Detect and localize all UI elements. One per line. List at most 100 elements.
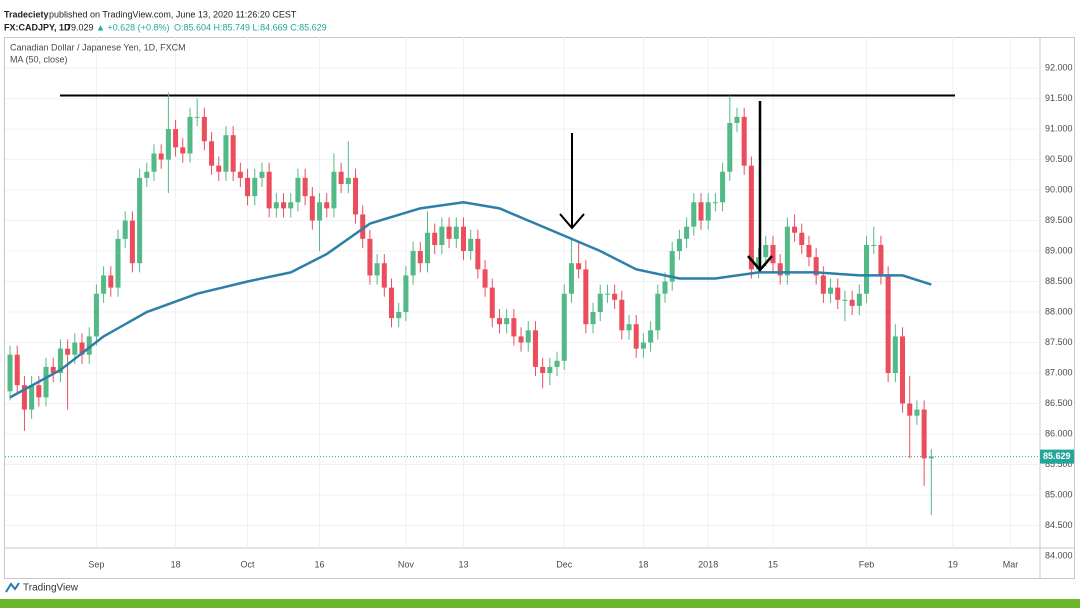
last-price-label: 85.629: [1043, 451, 1071, 461]
candle-body: [489, 287, 495, 319]
arrow: [559, 133, 585, 230]
y-tick-label: 88.000: [1045, 306, 1073, 316]
candle-body: [223, 135, 229, 172]
candle-body: [842, 299, 848, 301]
moving-average: [9, 200, 932, 399]
candle-body: [338, 171, 344, 184]
candle-body: [504, 318, 510, 325]
volume: 79.029: [66, 22, 94, 32]
candle-body: [806, 244, 812, 258]
candle-body: [576, 263, 582, 270]
candle-body: [266, 171, 272, 209]
author: Tradeciety: [4, 9, 49, 19]
symbol: FX:CADJPY, 1D: [4, 22, 71, 32]
candle-body: [468, 238, 474, 252]
candle-body: [820, 275, 826, 294]
candle-body: [360, 214, 366, 239]
chart-frame: [4, 37, 1075, 579]
y-tick-label: 91.000: [1045, 123, 1073, 133]
candle-body: [698, 202, 704, 221]
x-tick-label: 19: [948, 559, 958, 569]
candle-body: [705, 202, 711, 221]
candle-body: [79, 342, 85, 355]
candle-body: [14, 354, 20, 386]
y-tick-label: 86.000: [1045, 428, 1073, 438]
published: published on TradingView.com, June 13, 2…: [49, 9, 297, 19]
x-tick-label: Sep: [88, 559, 104, 569]
candle-body: [352, 177, 359, 215]
candle-body: [712, 202, 718, 204]
y-tick-label: 84.000: [1045, 550, 1073, 560]
x-tick-label: 18: [638, 559, 648, 569]
candle-body: [648, 330, 654, 343]
candle-body: [885, 275, 891, 373]
candle-body: [741, 116, 747, 166]
candle-body: [216, 165, 222, 172]
x-tick-label: Oct: [241, 559, 256, 569]
candle-body: [288, 202, 294, 209]
brand: TradingView: [23, 583, 79, 594]
y-tick-label: 92.000: [1045, 62, 1073, 72]
candle-body: [756, 257, 762, 270]
candle-body: [878, 244, 884, 276]
candle-body: [590, 312, 596, 325]
x-tick-label: 15: [768, 559, 778, 569]
candle-body: [367, 238, 373, 276]
candle-body: [115, 238, 121, 288]
y-tick-label: 84.500: [1045, 520, 1073, 530]
candle-body: [180, 147, 186, 154]
candle-body: [547, 366, 553, 373]
candle-body: [748, 165, 754, 270]
candle-body: [281, 202, 287, 209]
candle-body: [662, 281, 668, 294]
candle-body: [763, 244, 769, 258]
candle-body: [928, 456, 934, 459]
candle-body: [21, 385, 27, 410]
candle-body: [734, 116, 740, 123]
candle-body: [496, 318, 502, 325]
candle-body: [29, 385, 35, 410]
candle-body: [65, 348, 71, 355]
candle-body: [828, 287, 834, 294]
candle-body: [640, 342, 646, 349]
legend-ma: MA (50, close): [10, 54, 68, 64]
candle-body: [792, 226, 798, 233]
candle-body: [619, 299, 625, 331]
candle-body: [237, 171, 243, 178]
candle-body: [173, 129, 179, 148]
candle-body: [259, 171, 265, 178]
candle-body: [475, 238, 481, 270]
candle-body: [388, 287, 395, 319]
candle-body: [568, 263, 574, 294]
candle-body: [439, 226, 445, 245]
candle-body: [43, 366, 49, 398]
chart-title: Canadian Dollar / Japanese Yen, 1D, FXCM: [10, 42, 186, 52]
candle-body: [864, 244, 870, 294]
candle-body: [122, 220, 128, 239]
candle-body: [72, 342, 78, 355]
candle-body: [432, 232, 438, 245]
x-tick-label: Dec: [556, 559, 573, 569]
candle-body: [835, 287, 841, 300]
candle-body: [482, 269, 488, 288]
x-tick-label: 2018: [698, 559, 718, 569]
candle-body: [209, 141, 215, 166]
candle-body: [129, 220, 135, 264]
candle-body: [597, 293, 603, 313]
candle-body: [849, 299, 855, 306]
candle-body: [424, 232, 431, 264]
candle-body: [453, 226, 459, 239]
candle-body: [799, 232, 805, 245]
candle-body: [187, 116, 193, 154]
candle-body: [302, 177, 308, 197]
y-tick-label: 90.000: [1045, 184, 1073, 194]
candle-body: [252, 177, 258, 197]
candle-body: [871, 244, 877, 246]
candle-body: [907, 403, 913, 416]
candle-body: [669, 251, 675, 282]
candle-body: [633, 324, 639, 349]
candle-body: [50, 366, 56, 373]
